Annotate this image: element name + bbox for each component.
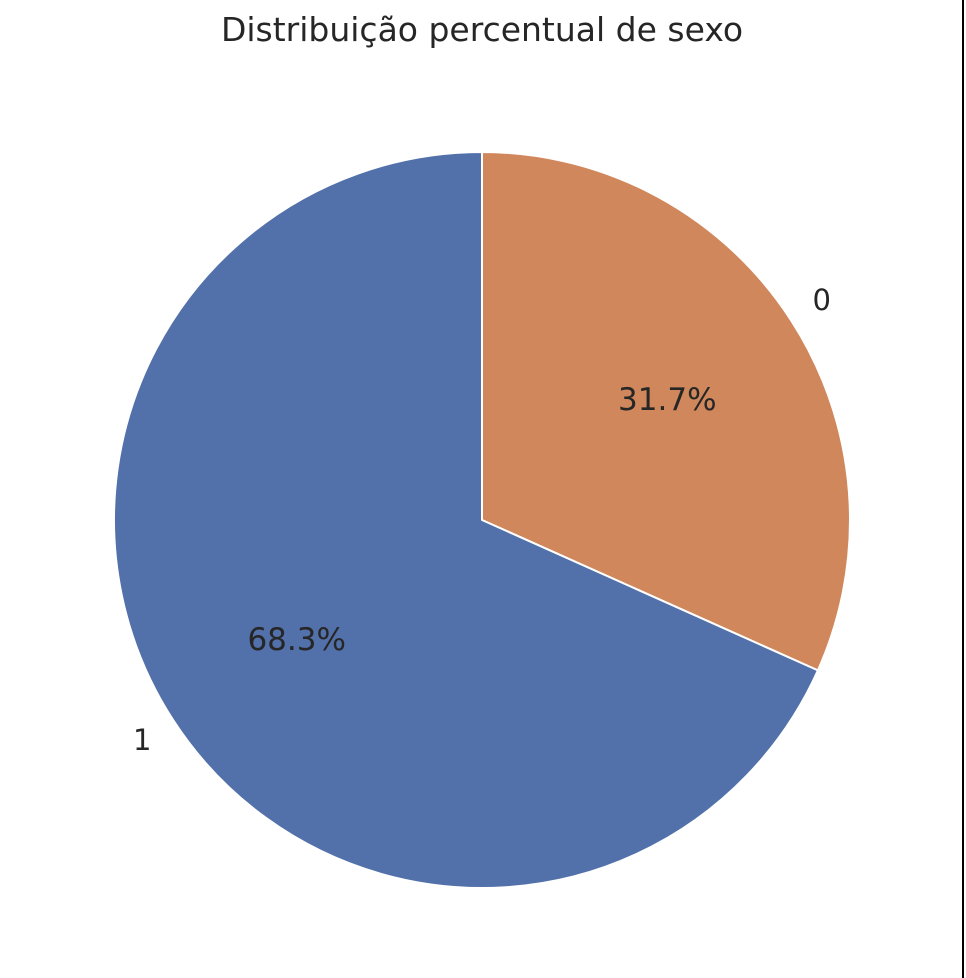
pie-slice-1 xyxy=(113,151,819,889)
pie-slice-label-1: 1 xyxy=(133,723,151,757)
pie-pct-label-0: 31.7% xyxy=(618,382,716,418)
pie-slice-0 xyxy=(481,151,851,672)
chart-title: Distribuição percentual de sexo xyxy=(220,10,744,49)
pie-slice-label-0: 0 xyxy=(812,283,830,317)
figure-border xyxy=(962,0,964,978)
pie-pct-label-1: 68.3% xyxy=(247,622,345,658)
